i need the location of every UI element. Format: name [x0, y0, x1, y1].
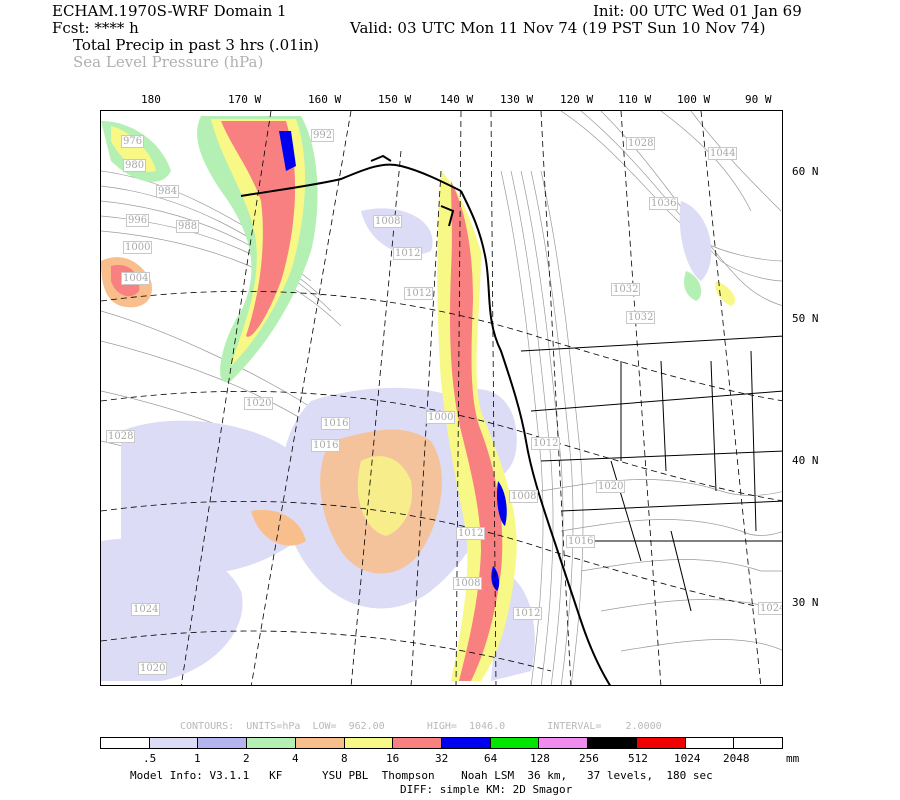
lon-label: 170 W [228, 93, 262, 106]
lat-label: 50 N [792, 312, 819, 325]
lon-label: 90 W [745, 93, 772, 106]
slp-label: 1000 [426, 411, 456, 424]
state-borders [520, 335, 782, 612]
slp-label: 1000 [123, 241, 153, 254]
colorbar-swatch [344, 738, 394, 748]
slp-label: 1028 [106, 430, 136, 443]
colorbar-swatch [588, 738, 637, 748]
slp-label: 996 [126, 214, 150, 227]
colorbar-label: 512 [628, 752, 648, 765]
slp-label: 1020 [138, 662, 168, 675]
model-title: ECHAM.1970S-WRF Domain 1 [52, 2, 287, 20]
lon-label: 130 W [500, 93, 534, 106]
slp-label: 1012 [531, 437, 561, 450]
lat-label: 30 N [792, 596, 819, 609]
colorbar-label: 256 [579, 752, 599, 765]
forecast-hour: Fcst: **** h [52, 19, 139, 37]
lon-label: 120 W [560, 93, 594, 106]
field-precip-label: Total Precip in past 3 hrs (.01in) [73, 36, 320, 54]
lat-label: 40 N [792, 454, 819, 467]
colorbar-swatch [149, 738, 199, 748]
slp-label: 1044 [708, 147, 738, 160]
slp-label: 1032 [611, 283, 641, 296]
lon-label: 140 W [440, 93, 474, 106]
slp-label: 1008 [373, 215, 403, 228]
colorbar-swatch [295, 738, 345, 748]
contour-info: CONTOURS: UNITS=hPa LOW= 962.00 HIGH= 10… [180, 721, 662, 732]
colorbar-swatch [685, 738, 735, 748]
colorbar-label: 16 [386, 752, 400, 765]
slp-label: 1032 [626, 311, 656, 324]
colorbar-label: 8 [341, 752, 348, 765]
colorbar-label: 32 [435, 752, 449, 765]
lon-label: 180 [141, 93, 161, 106]
slp-label: 1024 [758, 596, 782, 615]
map-panel: 976 980 984 992 996 988 1000 1004 1008 1… [100, 110, 783, 686]
lat-label: 60 N [792, 165, 819, 178]
slp-label: 1020 [596, 480, 626, 493]
lat-lon-grid [101, 111, 782, 685]
lon-label: 100 W [677, 93, 711, 106]
colorbar-label: 128 [530, 752, 550, 765]
slp-label: 984 [156, 185, 180, 198]
colorbar-label: 2048 [723, 752, 750, 765]
colorbar-label: .5 [143, 752, 157, 765]
colorbar-swatch [490, 738, 540, 748]
slp-label: 1028 [626, 137, 656, 150]
colorbar-swatch [247, 738, 296, 748]
colorbar-units: mm [786, 752, 800, 765]
colorbar-label: 2 [243, 752, 250, 765]
colorbar-label: 1024 [674, 752, 701, 765]
slp-label: 976 [121, 135, 145, 148]
colorbar-swatch [539, 738, 589, 748]
slp-label: 1008 [509, 490, 539, 503]
lon-label: 150 W [378, 93, 412, 106]
lon-label: 160 W [308, 93, 342, 106]
colorbar-swatch [101, 738, 150, 748]
model-info: Model Info: V3.1.1 KF YSU PBL Thompson N… [130, 769, 713, 782]
slp-label: 1012 [404, 287, 434, 300]
slp-label: 1012 [513, 607, 543, 620]
slp-label: 980 [123, 159, 147, 172]
coastlines [240, 154, 611, 685]
slp-label: 1016 [311, 439, 341, 452]
precip-colorbar [100, 737, 783, 749]
slp-label: 988 [176, 220, 200, 233]
slp-label: 1004 [121, 272, 151, 285]
colorbar-label: 1 [194, 752, 201, 765]
slp-label: 1012 [456, 527, 486, 540]
slp-label: 1036 [649, 197, 679, 210]
slp-label: 1012 [393, 247, 423, 260]
slp-label: 1016 [566, 535, 596, 548]
colorbar-swatch [198, 738, 248, 748]
slp-label: 1016 [321, 417, 351, 430]
colorbar-swatch [442, 738, 491, 748]
field-slp-label: Sea Level Pressure (hPa) [73, 53, 264, 71]
lon-label: 110 W [618, 93, 652, 106]
slp-label: 1024 [131, 603, 161, 616]
slp-label: 1008 [453, 577, 483, 590]
slp-label: 1020 [244, 397, 274, 410]
precip-map [101, 111, 782, 685]
diff-info: DIFF: simple KM: 2D Smagor [400, 783, 573, 796]
valid-time: Valid: 03 UTC Mon 11 Nov 74 (19 PST Sun … [350, 19, 766, 37]
colorbar-label: 4 [292, 752, 299, 765]
colorbar-swatch [393, 738, 443, 748]
colorbar-label: 64 [484, 752, 498, 765]
slp-label: 992 [311, 129, 335, 142]
colorbar-swatch [636, 738, 686, 748]
colorbar-swatch [734, 738, 783, 748]
init-time: Init: 00 UTC Wed 01 Jan 69 [593, 2, 802, 20]
